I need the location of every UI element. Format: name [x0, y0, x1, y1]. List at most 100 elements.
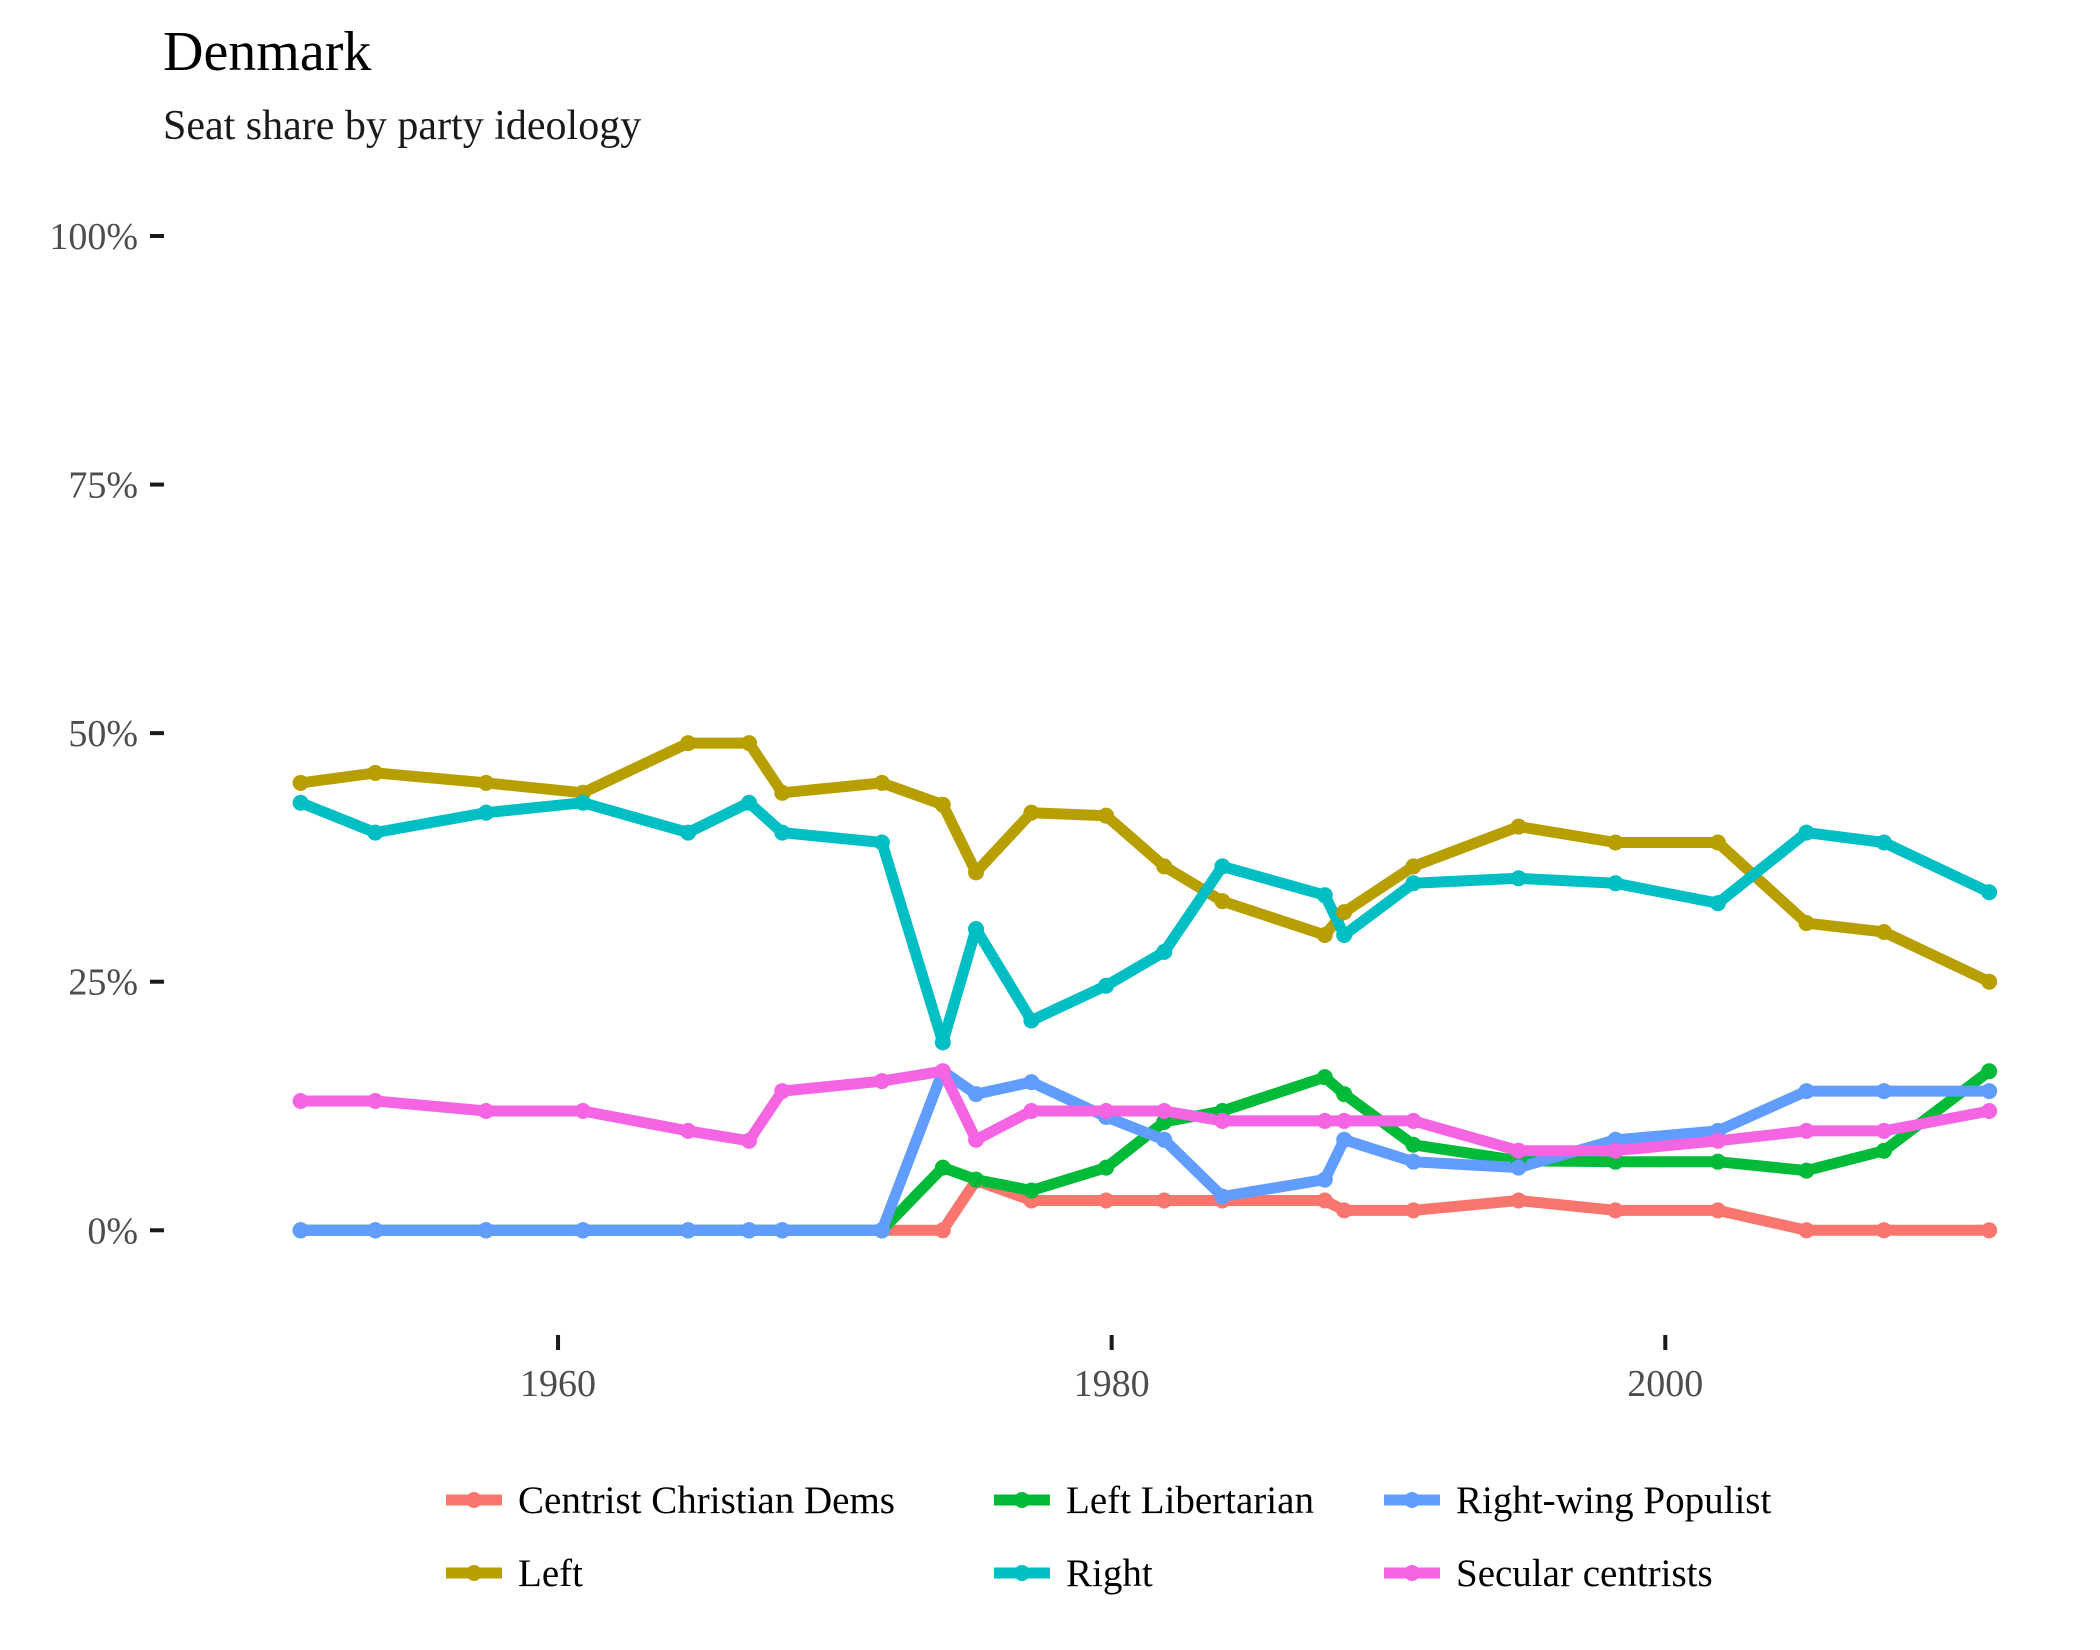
data-point-secular-centrists: [367, 1093, 384, 1110]
x-axis: 1960 1980 2000: [520, 1335, 1703, 1405]
series-line-centrist-christian-dems: [295, 1175, 1995, 1236]
series-line-right-wing-populist: [295, 1065, 1995, 1236]
data-point-secular-centrists: [741, 1132, 758, 1149]
data-point-right: [1405, 875, 1422, 892]
data-point-right: [1607, 875, 1624, 892]
data-point-right: [1875, 834, 1892, 851]
data-point-left: [774, 784, 791, 801]
data-point-left-libertarian: [1709, 1153, 1726, 1170]
data-point-left: [292, 774, 309, 791]
data-point-left: [1405, 858, 1422, 875]
data-point-secular-centrists: [1023, 1102, 1040, 1119]
y-tick-label: 50%: [68, 713, 138, 755]
data-point-right: [367, 824, 384, 841]
data-point-left-libertarian: [1607, 1153, 1624, 1170]
data-point-left: [1316, 926, 1333, 943]
data-point-left: [1798, 915, 1815, 932]
x-tick-label: 1960: [520, 1363, 596, 1405]
legend-key-point: [1014, 1492, 1030, 1508]
data-point-right-wing-populist: [680, 1222, 697, 1239]
data-point-right: [1709, 895, 1726, 912]
data-point-secular-centrists: [478, 1102, 495, 1119]
data-point-secular-centrists: [680, 1122, 697, 1139]
chart-title: Denmark: [163, 21, 372, 83]
data-point-left-libertarian: [1336, 1086, 1353, 1103]
data-point-right-wing-populist: [1510, 1159, 1527, 1176]
data-point-right: [574, 794, 591, 811]
data-point-secular-centrists: [1510, 1142, 1527, 1159]
data-point-right: [1336, 926, 1353, 943]
series-line-left-libertarian: [295, 1065, 1995, 1236]
legend-label: Centrist Christian Dems: [518, 1479, 895, 1522]
data-point-left: [1098, 807, 1115, 824]
data-point-right-wing-populist: [1981, 1083, 1998, 1100]
legend: Centrist Christian Dems Left Libertarian R…: [446, 1479, 1771, 1595]
data-point-right-wing-populist: [1214, 1188, 1231, 1205]
data-point-left: [1214, 893, 1231, 910]
y-tick-label: 75%: [68, 465, 138, 507]
y-tick-label: 100%: [49, 216, 138, 258]
legend-label: Right-wing Populist: [1456, 1479, 1771, 1522]
data-point-right-wing-populist: [1607, 1131, 1624, 1148]
data-point-right-wing-populist: [1405, 1153, 1422, 1170]
data-point-right: [873, 834, 890, 851]
data-point-right-wing-populist: [1156, 1131, 1173, 1148]
data-point-left: [1875, 924, 1892, 940]
series-line-left: [295, 737, 1995, 988]
data-point-secular-centrists: [1405, 1112, 1422, 1129]
data-point-right: [478, 804, 495, 821]
data-point-left-libertarian: [1156, 1113, 1173, 1130]
legend-label: Left Libertarian: [1066, 1479, 1314, 1522]
data-point-secular-centrists: [1607, 1142, 1624, 1159]
legend-item-right-wing-populist: Right-wing Populist: [1384, 1479, 1771, 1522]
data-point-right-wing-populist: [968, 1086, 985, 1103]
data-point-right: [1798, 824, 1815, 841]
data-point-secular-centrists: [1981, 1102, 1998, 1119]
data-point-left-libertarian: [968, 1171, 985, 1188]
legend-label: Secular centrists: [1456, 1552, 1713, 1595]
data-point-left: [680, 735, 697, 752]
data-point-right: [968, 921, 985, 938]
data-point-secular-centrists: [1156, 1102, 1173, 1119]
data-point-right-wing-populist: [478, 1222, 495, 1239]
data-point-left-libertarian: [1798, 1162, 1815, 1179]
data-point-centrist-christian-dems: [1798, 1222, 1815, 1239]
data-point-left: [1510, 818, 1527, 835]
y-tick-label: 25%: [68, 962, 138, 1004]
data-point-right-wing-populist: [1023, 1074, 1040, 1091]
data-point-left: [934, 796, 951, 813]
chart-subtitle: Seat share by party ideology: [163, 103, 642, 149]
data-point-centrist-christian-dems: [1607, 1202, 1624, 1219]
data-point-right: [1981, 884, 1998, 901]
data-point-right: [1098, 977, 1115, 994]
legend-item-centrist-christian-dems: Centrist Christian Dems: [446, 1479, 895, 1522]
data-point-right: [680, 824, 697, 841]
data-point-centrist-christian-dems: [1510, 1192, 1527, 1209]
data-point-secular-centrists: [1798, 1122, 1815, 1139]
data-point-right: [1214, 858, 1231, 875]
data-point-centrist-christian-dems: [1156, 1192, 1173, 1209]
legend-item-left: Left: [446, 1552, 583, 1595]
data-point-secular-centrists: [1709, 1132, 1726, 1149]
data-point-centrist-christian-dems: [1709, 1202, 1726, 1219]
data-point-left: [741, 735, 758, 752]
data-point-centrist-christian-dems: [1875, 1222, 1892, 1239]
data-point-secular-centrists: [292, 1093, 309, 1110]
data-point-right: [1156, 943, 1173, 960]
data-point-left: [1156, 858, 1173, 875]
data-point-left: [1709, 834, 1726, 851]
data-point-right-wing-populist: [1798, 1083, 1815, 1100]
data-point-secular-centrists: [1214, 1112, 1231, 1129]
data-point-left-libertarian: [1405, 1136, 1422, 1153]
data-point-right: [1510, 870, 1527, 887]
data-point-secular-centrists: [1336, 1112, 1353, 1129]
data-point-right: [1023, 1012, 1040, 1029]
x-tick-label: 2000: [1627, 1363, 1703, 1405]
legend-item-left-libertarian: Left Libertarian: [994, 1479, 1314, 1522]
data-point-centrist-christian-dems: [1336, 1202, 1353, 1219]
data-point-right-wing-populist: [1316, 1171, 1333, 1188]
y-axis: 0% 25% 50% 75% 100%: [49, 216, 164, 1252]
data-point-left: [478, 774, 495, 791]
data-point-centrist-christian-dems: [1981, 1222, 1998, 1239]
